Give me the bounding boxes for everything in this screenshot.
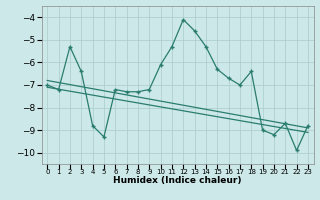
X-axis label: Humidex (Indice chaleur): Humidex (Indice chaleur) xyxy=(113,176,242,185)
